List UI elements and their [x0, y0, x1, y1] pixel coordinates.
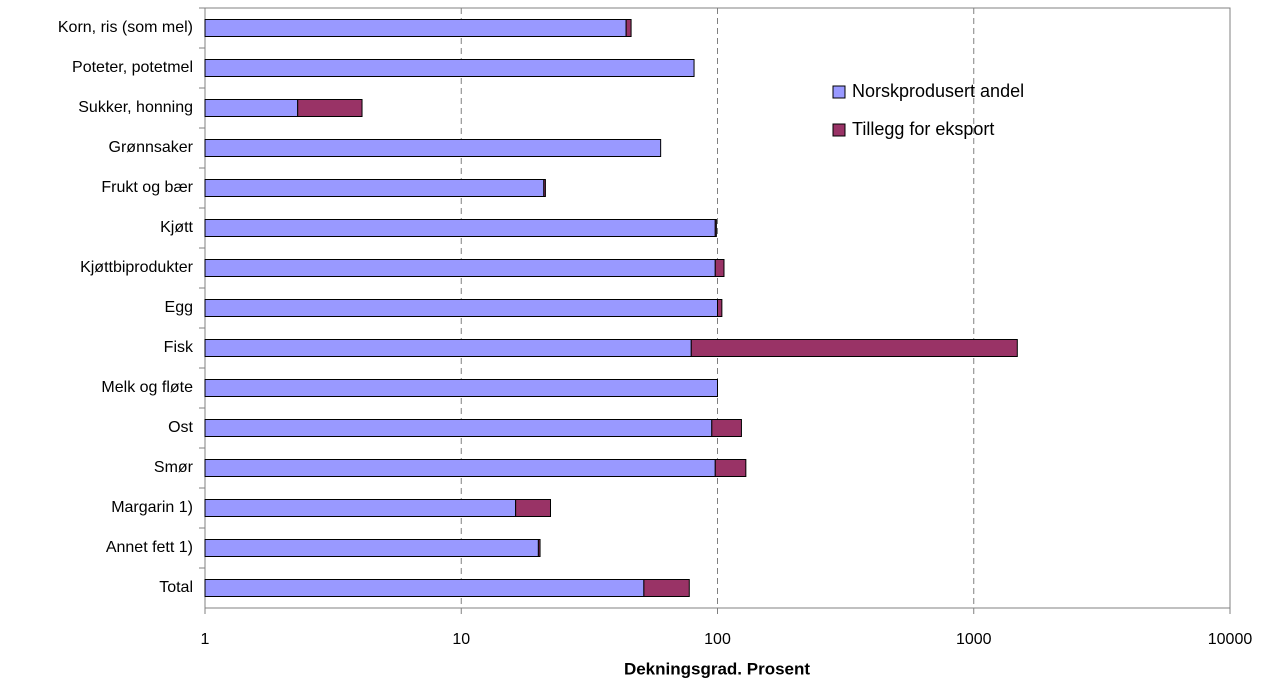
x-tick-label: 1	[201, 631, 210, 648]
bar-segment	[690, 339, 1018, 357]
y-tick-label: Melk og fløte	[101, 379, 193, 396]
y-tick-label: Total	[159, 579, 193, 596]
legend-label: Tillegg for eksport	[852, 119, 994, 139]
legend-label: Norskprodusert andel	[852, 81, 1024, 101]
bar-segment	[204, 259, 716, 277]
bar-segment	[714, 219, 717, 237]
bar-segment	[515, 499, 552, 517]
y-tick-label: Korn, ris (som mel)	[58, 19, 193, 36]
bar-segment	[204, 59, 695, 77]
bar-segment	[717, 299, 723, 317]
bar-segment	[204, 499, 517, 517]
bar-segment	[204, 139, 662, 157]
bar-segment	[297, 99, 363, 117]
bar-segment	[543, 179, 546, 197]
y-tick-label: Kjøtt	[160, 219, 193, 236]
bar-segment	[204, 219, 716, 237]
y-tick-label: Sukker, honning	[78, 99, 193, 116]
y-tick-label: Frukt og bær	[101, 179, 193, 196]
bar-segment	[714, 459, 747, 477]
y-tick-label: Ost	[168, 419, 193, 436]
x-tick-label: 10000	[1208, 631, 1253, 648]
y-tick-label: Grønnsaker	[109, 139, 194, 156]
bar-segment	[204, 459, 716, 477]
y-tick-label: Kjøttbiprodukter	[80, 259, 194, 276]
y-tick-label: Smør	[154, 459, 194, 476]
bar-segment	[204, 299, 718, 317]
y-tick-label: Annet fett 1)	[106, 539, 193, 556]
bar-segment	[537, 539, 541, 557]
x-tick-label: 100	[704, 631, 731, 648]
bar-segment	[204, 539, 539, 557]
x-axis-label: Dekningsgrad. Prosent	[624, 659, 810, 678]
bar-segment	[204, 179, 545, 197]
y-tick-label: Margarin 1)	[111, 499, 193, 516]
x-tick-label: 10	[452, 631, 470, 648]
bar-segment	[625, 19, 632, 37]
bar-segment	[714, 259, 725, 277]
bar-segment	[204, 339, 692, 357]
y-tick-label: Poteter, potetmel	[72, 59, 193, 76]
bar-segment	[204, 99, 299, 117]
legend-swatch	[832, 123, 846, 137]
legend-swatch	[832, 85, 846, 99]
x-tick-label: 1000	[956, 631, 992, 648]
y-tick-label: Fisk	[164, 339, 194, 356]
y-tick-label: Egg	[165, 299, 193, 316]
bar-segment	[204, 419, 713, 437]
bar-segment	[204, 579, 645, 597]
bar-segment	[643, 579, 690, 597]
bar-segment	[711, 419, 742, 437]
bar-segment	[204, 379, 718, 397]
bar-segment	[204, 19, 627, 37]
